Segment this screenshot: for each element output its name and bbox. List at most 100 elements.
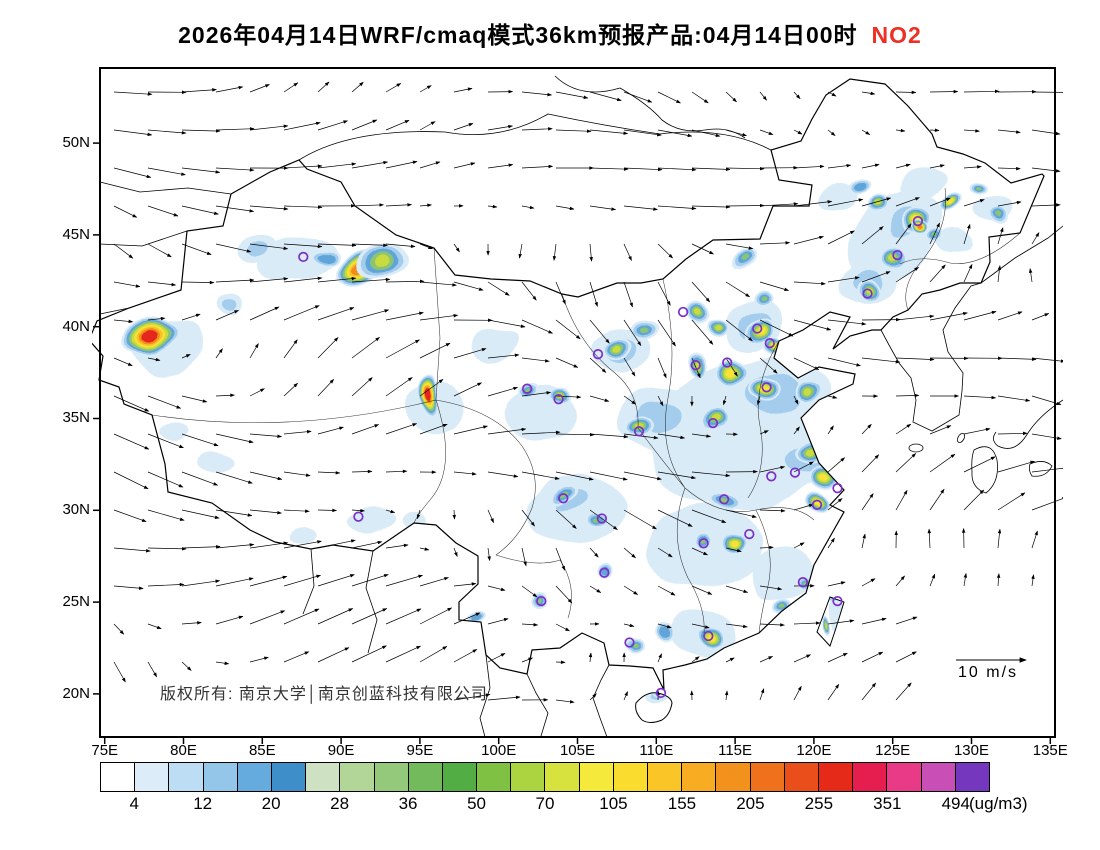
wind-arrow [861,423,872,435]
wind-arrow [997,129,1021,134]
no2-contour-ring [731,538,739,545]
wind-arrow [657,585,676,596]
wind-arrow [997,492,1026,511]
wind-arrow [147,509,185,521]
wind-arrow [249,541,289,549]
colorbar-segment [237,763,272,791]
wind-arrow [895,90,917,95]
city-marker [722,357,733,368]
wind-arrow [215,543,255,549]
lon-tick-label: 135E [1032,742,1068,759]
wind-arrow [521,509,535,527]
wind-arrow [793,426,800,435]
colorbar-segment [442,763,478,791]
wind-arrow [555,91,589,99]
colorbar-tick-label: 28 [330,794,350,813]
lon-tick-label: 115E [718,742,753,759]
wind-arrow [895,651,917,663]
wind-arrow [283,82,299,93]
wind-arrow [113,471,149,490]
wind-arrow [181,129,221,133]
wind-arrow [827,198,864,207]
colorbar-segment [955,763,989,791]
wind-arrow [827,457,846,473]
wind-arrow [419,577,449,587]
no2-contour-ring [898,166,947,200]
wind-arrow [691,623,710,629]
wind-arrow [487,281,510,296]
wind-arrow [249,306,280,321]
no2-contour-ring [763,296,770,302]
wind-arrow [452,509,457,520]
no2-contour-ring [374,258,391,267]
no2-contour-ring [555,395,562,401]
wind-arrow [997,395,1031,402]
wind-arrow [351,160,389,169]
wind-arrow [283,509,310,513]
wind-arrow [249,471,283,481]
city-marker [690,360,701,371]
wind-arrow [759,509,786,513]
wind-arrow [147,433,184,449]
wind-arrow [997,460,1036,473]
wind-arrow [827,276,860,283]
wind-arrow [963,223,971,245]
city-marker [862,288,873,299]
wind-arrow [895,453,917,473]
colorbar-tick-label: 70 [535,794,555,813]
wind-arrow [623,585,639,595]
wind-arrow [589,509,618,530]
wind-arrow [1031,530,1038,549]
wind-arrow [521,471,560,480]
colorbar-segment [716,763,751,791]
no2-contour-ring [949,200,956,207]
page-title: 2026年04月14日WRF/cmaq模式36km预报产品:04月14日00时 N… [0,16,1100,50]
colorbar-segment [271,763,307,791]
wind-arrow [725,281,751,298]
wind-arrow [827,425,834,435]
wind-arrow [317,574,355,587]
wind-arrow [861,271,891,283]
wind-arrow [895,616,918,625]
no2-contour-ring [975,184,981,190]
wind-arrow [827,652,848,663]
wind-arrow [555,509,577,529]
wind-arrow [589,395,610,402]
wind-arrow [113,319,134,324]
lon-tick-label: 75E [91,742,119,759]
wind-arrow [181,579,221,587]
city-marker [592,349,604,360]
wind-arrow [283,205,323,209]
wind-arrow [691,91,709,104]
wind-arrow [861,651,884,663]
wind-arrow [453,582,477,587]
wind-arrow [929,197,951,207]
wind-arrow [283,121,321,131]
wind-reference-label: 10 m/s [958,664,1019,681]
wind-arrow [181,545,221,549]
wind-arrow [827,581,846,587]
wind-arrow [623,691,628,701]
wind-arrow [827,91,837,97]
wind-arrow [487,585,506,591]
colorbar-tick-label: 494 [941,794,970,813]
wind-arrow [215,127,255,131]
wind-arrow [725,319,753,342]
wind-arrow [521,357,550,363]
wind-arrow [657,395,664,407]
no2-contour-ring [144,333,160,346]
no2-contour-ring [599,568,610,577]
wind-arrow [997,357,1037,361]
wind-arrow [691,547,709,556]
lon-tick-label: 100E [481,742,517,759]
colorbar-tick-label: 20 [261,794,281,813]
lat-tick-label: 30N [62,501,90,519]
colorbar-segment [169,763,204,791]
wind-arrow [895,128,906,133]
wind-arrow [419,243,434,250]
wind-arrow [249,610,286,625]
wind-arrow [1031,574,1035,587]
wind-arrow [929,488,945,511]
colorbar-segment [408,763,443,791]
